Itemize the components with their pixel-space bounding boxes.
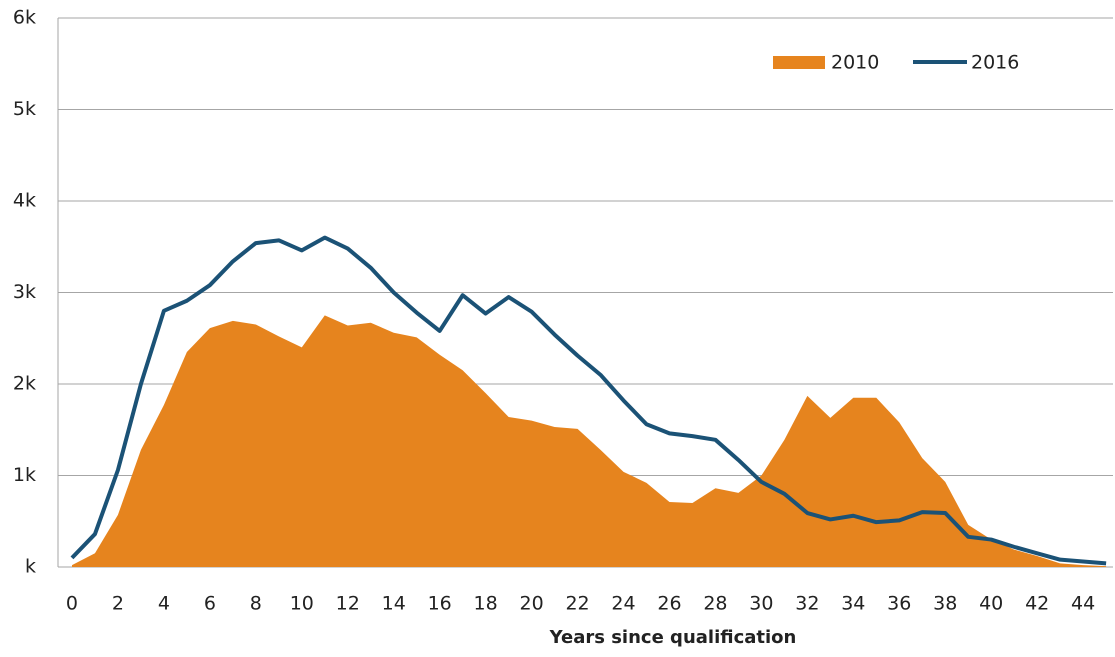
x-tick-label: 26 xyxy=(657,593,681,615)
x-tick-label: 8 xyxy=(250,593,262,615)
legend-label: 2016 xyxy=(971,52,1019,74)
x-tick-label: 10 xyxy=(290,593,314,615)
y-tick-label: 2k xyxy=(13,373,36,395)
x-tick-label: 20 xyxy=(519,593,543,615)
x-tick-label: 22 xyxy=(565,593,589,615)
x-tick-label: 42 xyxy=(1025,593,1049,615)
legend-swatch xyxy=(773,56,825,69)
area xyxy=(71,315,1107,567)
x-tick-label: 24 xyxy=(611,593,635,615)
x-tick-label: 18 xyxy=(474,593,498,615)
x-tick-label: 14 xyxy=(382,593,406,615)
y-tick-label: 5k xyxy=(13,98,36,120)
y-tick-label: k xyxy=(25,556,36,578)
x-tick-label: 2 xyxy=(112,593,124,615)
x-tick-label: 30 xyxy=(749,593,773,615)
x-tick-label: 16 xyxy=(428,593,452,615)
line xyxy=(70,235,1107,566)
x-tick-label: 28 xyxy=(703,593,727,615)
x-tick-label: 40 xyxy=(979,593,1003,615)
x-tick-label: 4 xyxy=(158,593,170,615)
x-axis-title: Years since qualification xyxy=(549,627,797,648)
x-tick-label: 6 xyxy=(204,593,216,615)
x-tick-label: 12 xyxy=(336,593,360,615)
x-tick-label: 32 xyxy=(795,593,819,615)
x-tick-label: 0 xyxy=(66,593,78,615)
x-tick-label: 44 xyxy=(1071,593,1095,615)
x-tick-label: 34 xyxy=(841,593,865,615)
x-tick-label: 36 xyxy=(887,593,911,615)
legend-label: 2010 xyxy=(831,52,879,74)
x-tick-label: 38 xyxy=(933,593,957,615)
y-tick-label: 3k xyxy=(13,281,36,303)
y-tick-label: 4k xyxy=(13,190,36,212)
y-tick-label: 1k xyxy=(13,464,36,486)
y-tick-label: 6k xyxy=(13,7,36,29)
